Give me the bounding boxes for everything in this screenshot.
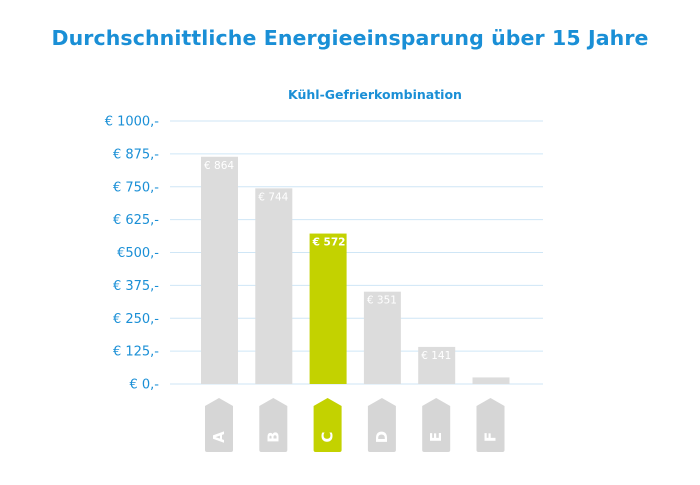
energy-tag-c bbox=[313, 398, 342, 452]
y-tick-label: € 875,- bbox=[113, 147, 159, 162]
data-label-b: € 744 bbox=[258, 191, 288, 203]
x-tick-label-b: B bbox=[264, 431, 282, 442]
chart-title: Durchschnittliche Energieeinsparung über… bbox=[51, 26, 649, 50]
bars bbox=[201, 156, 510, 384]
chart-subtitle: Kühl-Gefrierkombination bbox=[288, 87, 462, 102]
energy-tag-e bbox=[422, 398, 451, 452]
y-tick-label: € 750,- bbox=[113, 180, 159, 195]
bar-a bbox=[201, 156, 238, 384]
energy-tag-b bbox=[259, 398, 288, 452]
data-label-e: € 141 bbox=[421, 350, 451, 362]
y-axis-ticks: € 0,- € 125,- € 250,- € 375,- €500,- € 625,- €… bbox=[105, 115, 160, 393]
bar-c bbox=[309, 233, 347, 384]
data-label-d: € 351 bbox=[367, 295, 397, 307]
y-tick-label: € 250,- bbox=[113, 312, 159, 327]
x-tick-label-a: A bbox=[210, 431, 228, 443]
data-label-a: € 864 bbox=[204, 160, 234, 172]
x-tick-label-f: F bbox=[482, 432, 500, 442]
bar-b bbox=[255, 188, 293, 384]
x-tick-label-e: E bbox=[427, 432, 445, 442]
energy-tag-d bbox=[367, 398, 396, 452]
data-labels: € 864 € 744 € 572 € 351 € 141 bbox=[204, 160, 451, 362]
y-tick-label: €500,- bbox=[117, 246, 159, 261]
bar-f bbox=[472, 377, 510, 384]
energy-class-tags: A B C D E F bbox=[205, 398, 505, 452]
y-tick-label: € 625,- bbox=[113, 213, 159, 228]
y-tick-label: € 125,- bbox=[113, 345, 159, 360]
y-tick-label: € 0,- bbox=[130, 378, 160, 393]
x-tick-label-c: C bbox=[319, 431, 337, 442]
data-label-c: € 572 bbox=[312, 237, 346, 249]
y-tick-label: € 375,- bbox=[113, 279, 159, 294]
y-tick-label: € 1000,- bbox=[105, 115, 160, 130]
x-tick-label-d: D bbox=[373, 431, 391, 443]
bar-e bbox=[418, 346, 456, 384]
energy-tag-f bbox=[476, 398, 505, 452]
bar-d bbox=[363, 291, 401, 384]
energy-tag-a bbox=[205, 398, 233, 452]
